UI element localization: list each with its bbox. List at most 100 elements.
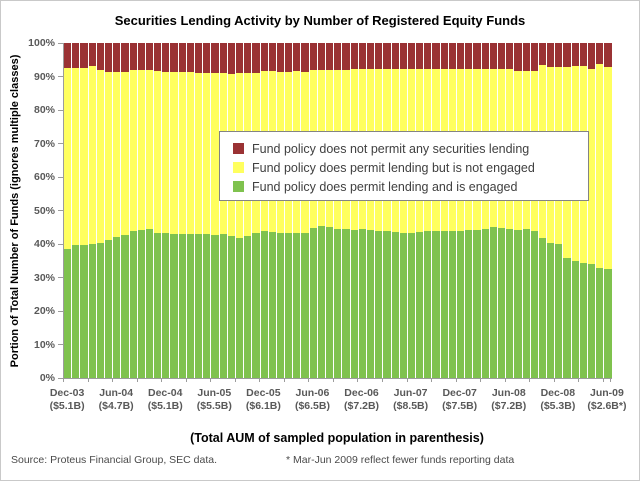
stacked-bar xyxy=(440,43,448,378)
stacked-bar xyxy=(113,43,121,378)
stacked-bars xyxy=(64,43,612,378)
stacked-bar xyxy=(268,43,276,378)
bar-segment-not-permit xyxy=(186,43,194,72)
x-tick-mark xyxy=(185,378,187,382)
stacked-bar xyxy=(162,43,170,378)
x-tick-label: Jun-07 ($8.5B) xyxy=(393,387,428,413)
x-axis-tick-marks xyxy=(63,378,611,383)
x-tick-mark xyxy=(578,378,580,382)
bar-segment-not-engaged xyxy=(64,68,72,250)
legend-swatch-icon xyxy=(233,143,244,154)
x-tick-mark xyxy=(504,378,506,382)
stacked-bar xyxy=(588,43,596,378)
bar-segment-not-permit xyxy=(579,43,587,66)
bar-segment-not-permit xyxy=(80,43,88,69)
x-tick-aum: ($5.1B) xyxy=(147,400,183,412)
bar-segment-not-engaged xyxy=(596,64,604,268)
y-tick-mark xyxy=(58,377,63,379)
bar-segment-engaged xyxy=(391,231,399,378)
bar-segment-not-permit xyxy=(530,43,538,72)
y-tick-mark xyxy=(58,109,63,111)
x-tick-period: Jun-04 xyxy=(99,387,134,399)
stacked-bar xyxy=(88,43,96,378)
y-tick-label: 60% xyxy=(33,171,55,183)
bar-segment-engaged xyxy=(383,230,391,378)
legend-item: Fund policy does permit lending and is e… xyxy=(233,177,588,196)
bar-segment-engaged xyxy=(416,231,424,378)
x-tick-mark xyxy=(553,378,555,382)
stacked-bar xyxy=(244,43,252,378)
stacked-bar xyxy=(407,43,416,378)
bar-segment-engaged xyxy=(145,229,154,378)
bar-segment-engaged xyxy=(219,234,227,378)
stacked-bar xyxy=(72,43,80,378)
stacked-bar xyxy=(227,43,235,378)
bar-segment-engaged xyxy=(64,249,72,378)
x-tick-mark xyxy=(234,378,236,382)
bar-segment-not-permit xyxy=(563,43,571,68)
x-tick-period: Dec-06 xyxy=(344,387,379,399)
bar-segment-not-permit xyxy=(260,43,268,72)
bar-segment-engaged xyxy=(497,227,506,378)
y-tick-label: 0% xyxy=(39,372,55,384)
stacked-bar xyxy=(178,43,186,378)
stacked-bar xyxy=(350,43,358,378)
bar-segment-engaged xyxy=(596,267,604,378)
x-tick-aum: ($5.5B) xyxy=(196,400,232,412)
bar-segment-engaged xyxy=(514,230,522,378)
bar-segment-engaged xyxy=(440,230,448,378)
x-tick-label: Dec-04 ($5.1B) xyxy=(148,387,183,413)
bar-segment-engaged xyxy=(481,229,489,378)
bar-segment-not-permit xyxy=(137,43,145,71)
stacked-bar xyxy=(424,43,432,378)
y-tick-label: 50% xyxy=(33,204,55,217)
stacked-bar xyxy=(538,43,547,378)
stacked-bar xyxy=(276,43,285,378)
stacked-bar xyxy=(489,43,497,378)
x-tick-period: Jun-05 xyxy=(197,387,232,399)
bar-segment-not-permit xyxy=(383,43,391,70)
x-tick-aum: ($6.5B) xyxy=(294,400,330,412)
stacked-bar xyxy=(522,43,530,378)
stacked-bar xyxy=(448,43,456,378)
bar-segment-not-engaged xyxy=(178,71,186,235)
y-tick-mark xyxy=(58,277,63,278)
bar-segment-not-permit xyxy=(407,43,416,70)
bar-segment-engaged xyxy=(530,230,538,378)
stacked-bar xyxy=(326,43,334,378)
bar-segment-not-permit xyxy=(522,43,530,72)
bar-segment-engaged xyxy=(350,230,358,378)
y-tick-mark xyxy=(58,344,63,345)
x-tick-mark xyxy=(381,378,383,382)
stacked-bar xyxy=(547,43,555,378)
plot-area: Fund policy does not permit any securiti… xyxy=(58,42,612,379)
bar-segment-not-permit xyxy=(72,43,80,69)
bar-segment-not-permit xyxy=(268,43,276,72)
stacked-bar xyxy=(555,43,563,378)
bar-segment-not-permit xyxy=(113,43,121,73)
y-tick-label: 80% xyxy=(33,104,55,116)
bar-segment-engaged xyxy=(489,226,497,378)
bar-segment-not-permit xyxy=(440,43,448,69)
x-tick-period: Dec-05 xyxy=(246,387,281,399)
x-tick-label: Dec-07 ($7.5B) xyxy=(442,387,477,413)
x-tick-mark xyxy=(259,378,261,382)
chart-title: Securities Lending Activity by Number of… xyxy=(114,13,526,28)
stacked-bar xyxy=(129,43,137,378)
bar-segment-not-permit xyxy=(121,43,129,73)
stacked-bar xyxy=(260,43,268,378)
bar-segment-engaged xyxy=(366,230,375,378)
bar-segment-engaged xyxy=(121,235,129,378)
bar-segment-engaged xyxy=(407,232,416,378)
bar-segment-engaged xyxy=(448,230,456,378)
bar-segment-engaged xyxy=(375,230,383,378)
stacked-bar xyxy=(219,43,227,378)
stacked-bar xyxy=(211,43,219,378)
x-tick-label: Jun-04 ($4.7B) xyxy=(99,387,134,413)
x-tick-mark xyxy=(112,378,114,382)
bar-segment-engaged xyxy=(555,244,563,378)
y-tick-mark xyxy=(58,176,63,178)
bar-segment-not-engaged xyxy=(145,70,154,230)
stacked-bar xyxy=(80,43,88,378)
bar-segment-not-engaged xyxy=(80,68,88,246)
